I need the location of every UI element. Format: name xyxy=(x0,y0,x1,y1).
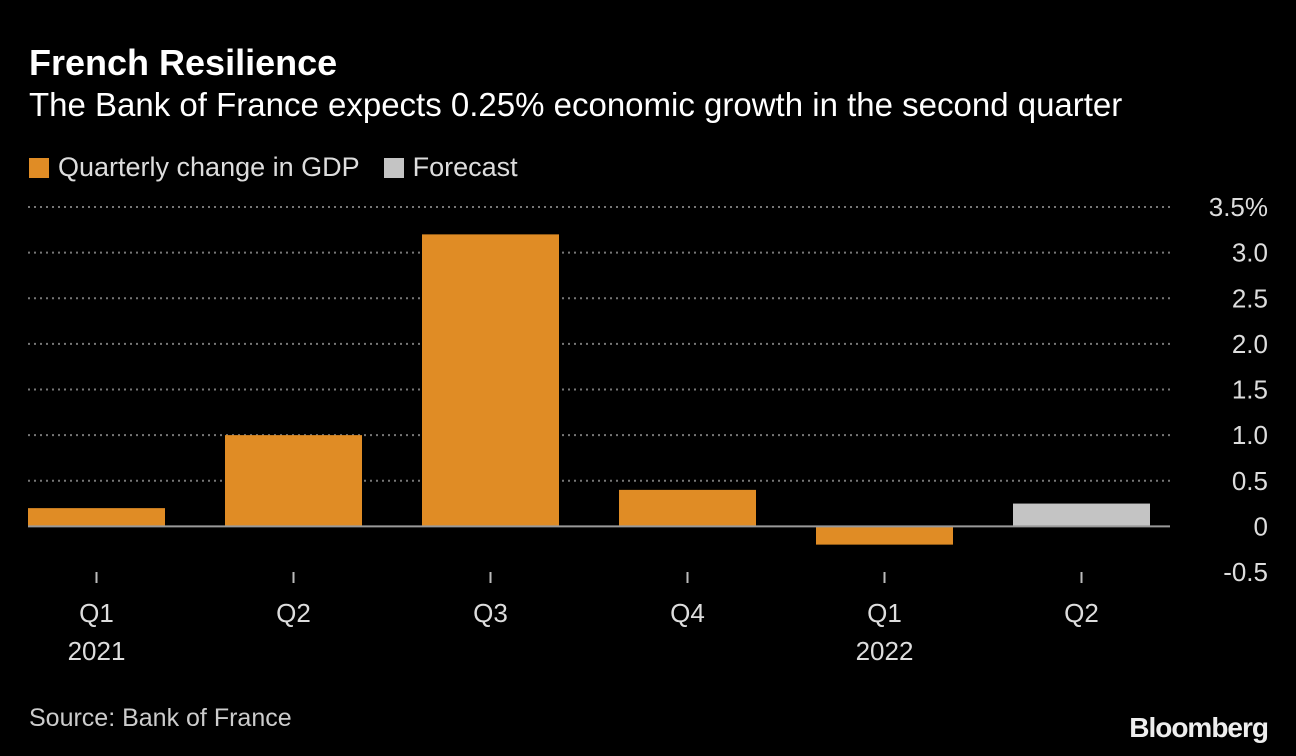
bar-q1-2022 xyxy=(816,526,953,545)
y-tick-label: 0 xyxy=(1254,511,1268,541)
chart-subtitle: The Bank of France expects 0.25% economi… xyxy=(29,86,1123,123)
x-tick-year: 2021 xyxy=(68,636,126,666)
bloomberg-logo: Bloomberg xyxy=(1129,712,1269,743)
y-tick-label: 3.0 xyxy=(1232,238,1268,268)
y-tick-label: 3.5% xyxy=(1209,192,1268,222)
bar-q2-2022 xyxy=(1013,503,1150,527)
y-tick-label: 1.5 xyxy=(1232,375,1268,405)
legend-swatch-forecast xyxy=(383,157,404,178)
x-tick-label: Q1 xyxy=(867,598,902,628)
y-tick-label: 2.0 xyxy=(1232,329,1268,359)
legend-item-gdp: Quarterly change in GDP xyxy=(29,152,360,183)
x-tick-year: 2022 xyxy=(856,636,914,666)
legend: Quarterly change in GDP Forecast xyxy=(29,152,542,183)
legend-label-gdp: Quarterly change in GDP xyxy=(58,152,360,182)
x-tick-label: Q3 xyxy=(473,598,508,628)
y-tick-label: 2.5 xyxy=(1232,283,1268,313)
legend-label-forecast: Forecast xyxy=(412,152,518,182)
bar-q1-2021 xyxy=(28,508,165,527)
x-tick-label: Q1 xyxy=(79,598,114,628)
x-tick-label: Q2 xyxy=(1064,598,1099,628)
legend-item-forecast: Forecast xyxy=(383,152,518,183)
chart-title: French Resilience xyxy=(29,42,338,83)
bar-q2-2021 xyxy=(225,435,362,527)
y-tick-label: 0.5 xyxy=(1232,466,1268,496)
y-tick-label: 1.0 xyxy=(1232,420,1268,450)
bar-q4-2021 xyxy=(619,489,756,527)
x-tick-label: Q4 xyxy=(670,598,705,628)
bar-q3-2021 xyxy=(422,234,559,527)
y-tick-label: -0.5 xyxy=(1223,557,1268,587)
x-tick-label: Q2 xyxy=(276,598,311,628)
source-note: Source: Bank of France xyxy=(29,704,292,732)
legend-swatch-gdp xyxy=(29,157,49,178)
